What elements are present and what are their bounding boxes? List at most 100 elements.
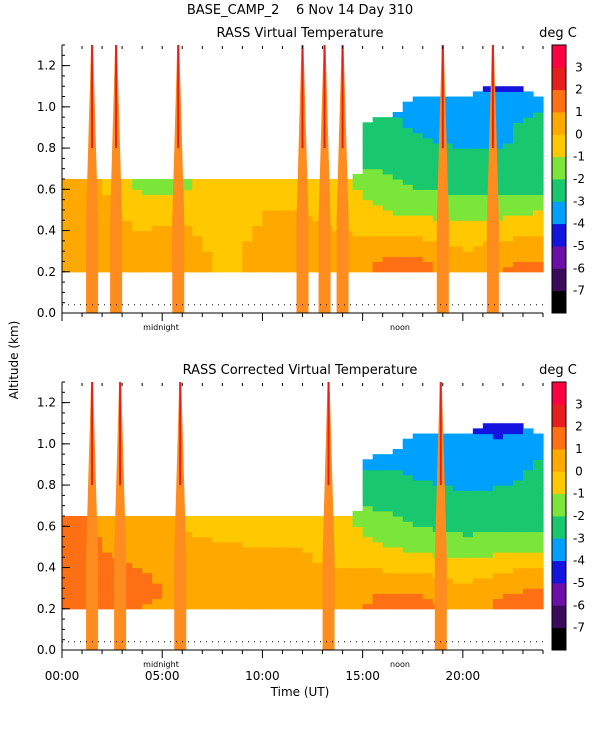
temperature-cell [222,593,233,600]
temperature-cell [502,251,514,257]
temperature-cell [472,148,484,154]
temperature-cell [472,153,484,159]
temperature-cell [142,536,153,543]
temperature-cell [492,598,504,605]
temperature-cell [522,603,534,610]
temperature-cell [452,225,464,232]
temperature-cell [202,583,213,589]
temperature-cell [272,246,284,252]
temperature-cell [422,505,434,512]
temperature-cell [452,251,464,257]
temperature-cell [462,577,474,584]
temperature-cell [252,552,264,558]
temperature-cell [512,199,524,206]
temperature-cell [192,603,203,610]
temperature-cell [412,132,424,139]
temperature-cell [442,127,454,134]
temperature-cell [332,562,344,569]
temperature-cell [502,546,514,553]
colorbar-swatch [552,583,566,606]
temperature-cell [292,567,304,574]
temperature-cell [422,132,434,139]
temperature-cell [272,598,284,605]
temperature-cell [392,194,404,201]
temperature-cell [282,240,294,247]
x-axis-ticks: 00:00 05:00 10:00 15:00 20:00 [45,669,480,683]
temperature-cell [62,204,73,211]
temperature-cell [212,209,223,216]
temperature-cell [272,220,284,226]
temperature-cell [462,469,474,476]
temperature-cell [182,593,193,600]
temperature-cell [412,438,424,445]
temperature-cell [142,598,153,605]
temperature-cell [492,562,504,569]
colorbar-frame [551,381,567,651]
temperature-cell [502,459,514,466]
temperature-cell [362,577,374,584]
noon-marker: noon [390,660,410,669]
temperature-cell [252,199,264,206]
temperature-cell [472,101,484,108]
temperature-cell [402,142,414,149]
temperature-cell [512,240,524,247]
temperature-cell [402,562,414,569]
temperature-cell [362,536,374,543]
temperature-cell [512,521,524,527]
temperature-cell [292,598,304,605]
temperature-cell [392,230,404,237]
temperature-cell [412,251,424,257]
temperature-cell [282,588,294,594]
temperature-cell [472,500,484,507]
temperature-cell [452,246,464,252]
temperature-cell [62,261,73,268]
temperature-cell [162,536,173,543]
temperature-cell [192,577,203,584]
colorbar-swatch [552,560,566,584]
temperature-cell [392,505,404,512]
temperature-cell [472,479,484,486]
temperature-cell [422,142,434,149]
temperature-cell [492,526,504,533]
temperature-cell [532,541,544,548]
temperature-cell [532,500,544,507]
temperature-cell [412,474,424,481]
temperature-cell [152,588,163,594]
temperature-cell [72,215,83,221]
temperature-cell [272,562,284,569]
temperature-cell [192,230,203,237]
interference-spike [296,45,309,313]
temperature-cell [402,459,414,466]
temperature-cell [142,240,153,247]
temperature-cell [482,148,494,154]
y-axis-ticks: 0.00.20.40.60.81.01.2 [37,44,70,320]
temperature-cell [392,474,404,481]
temperature-cell [72,209,83,216]
temperature-cell [122,531,133,538]
temperature-cell [372,485,384,491]
temperature-cell [222,194,233,201]
temperature-cell [422,158,434,165]
temperature-cell [452,112,464,118]
temperature-cell [502,577,514,584]
temperature-cell [372,158,384,165]
temperature-cell [452,479,464,486]
temperature-cell [402,495,414,502]
temperature-cell [152,583,163,589]
temperature-cell [412,464,424,471]
temperature-cell [492,106,504,113]
temperature-cell [482,433,494,440]
temperature-cell [272,204,284,211]
temperature-cell [502,485,514,491]
colorbar-tick-label: -6 [573,598,585,612]
temperature-cell [492,96,504,103]
temperature-cell [482,127,494,134]
temperature-cell [452,148,464,154]
temperature-cell [392,256,404,263]
temperature-cell [362,567,374,574]
temperature-cell [242,209,253,216]
temperature-cell [152,577,163,584]
temperature-cell [482,521,494,527]
temperature-cell [422,598,434,605]
